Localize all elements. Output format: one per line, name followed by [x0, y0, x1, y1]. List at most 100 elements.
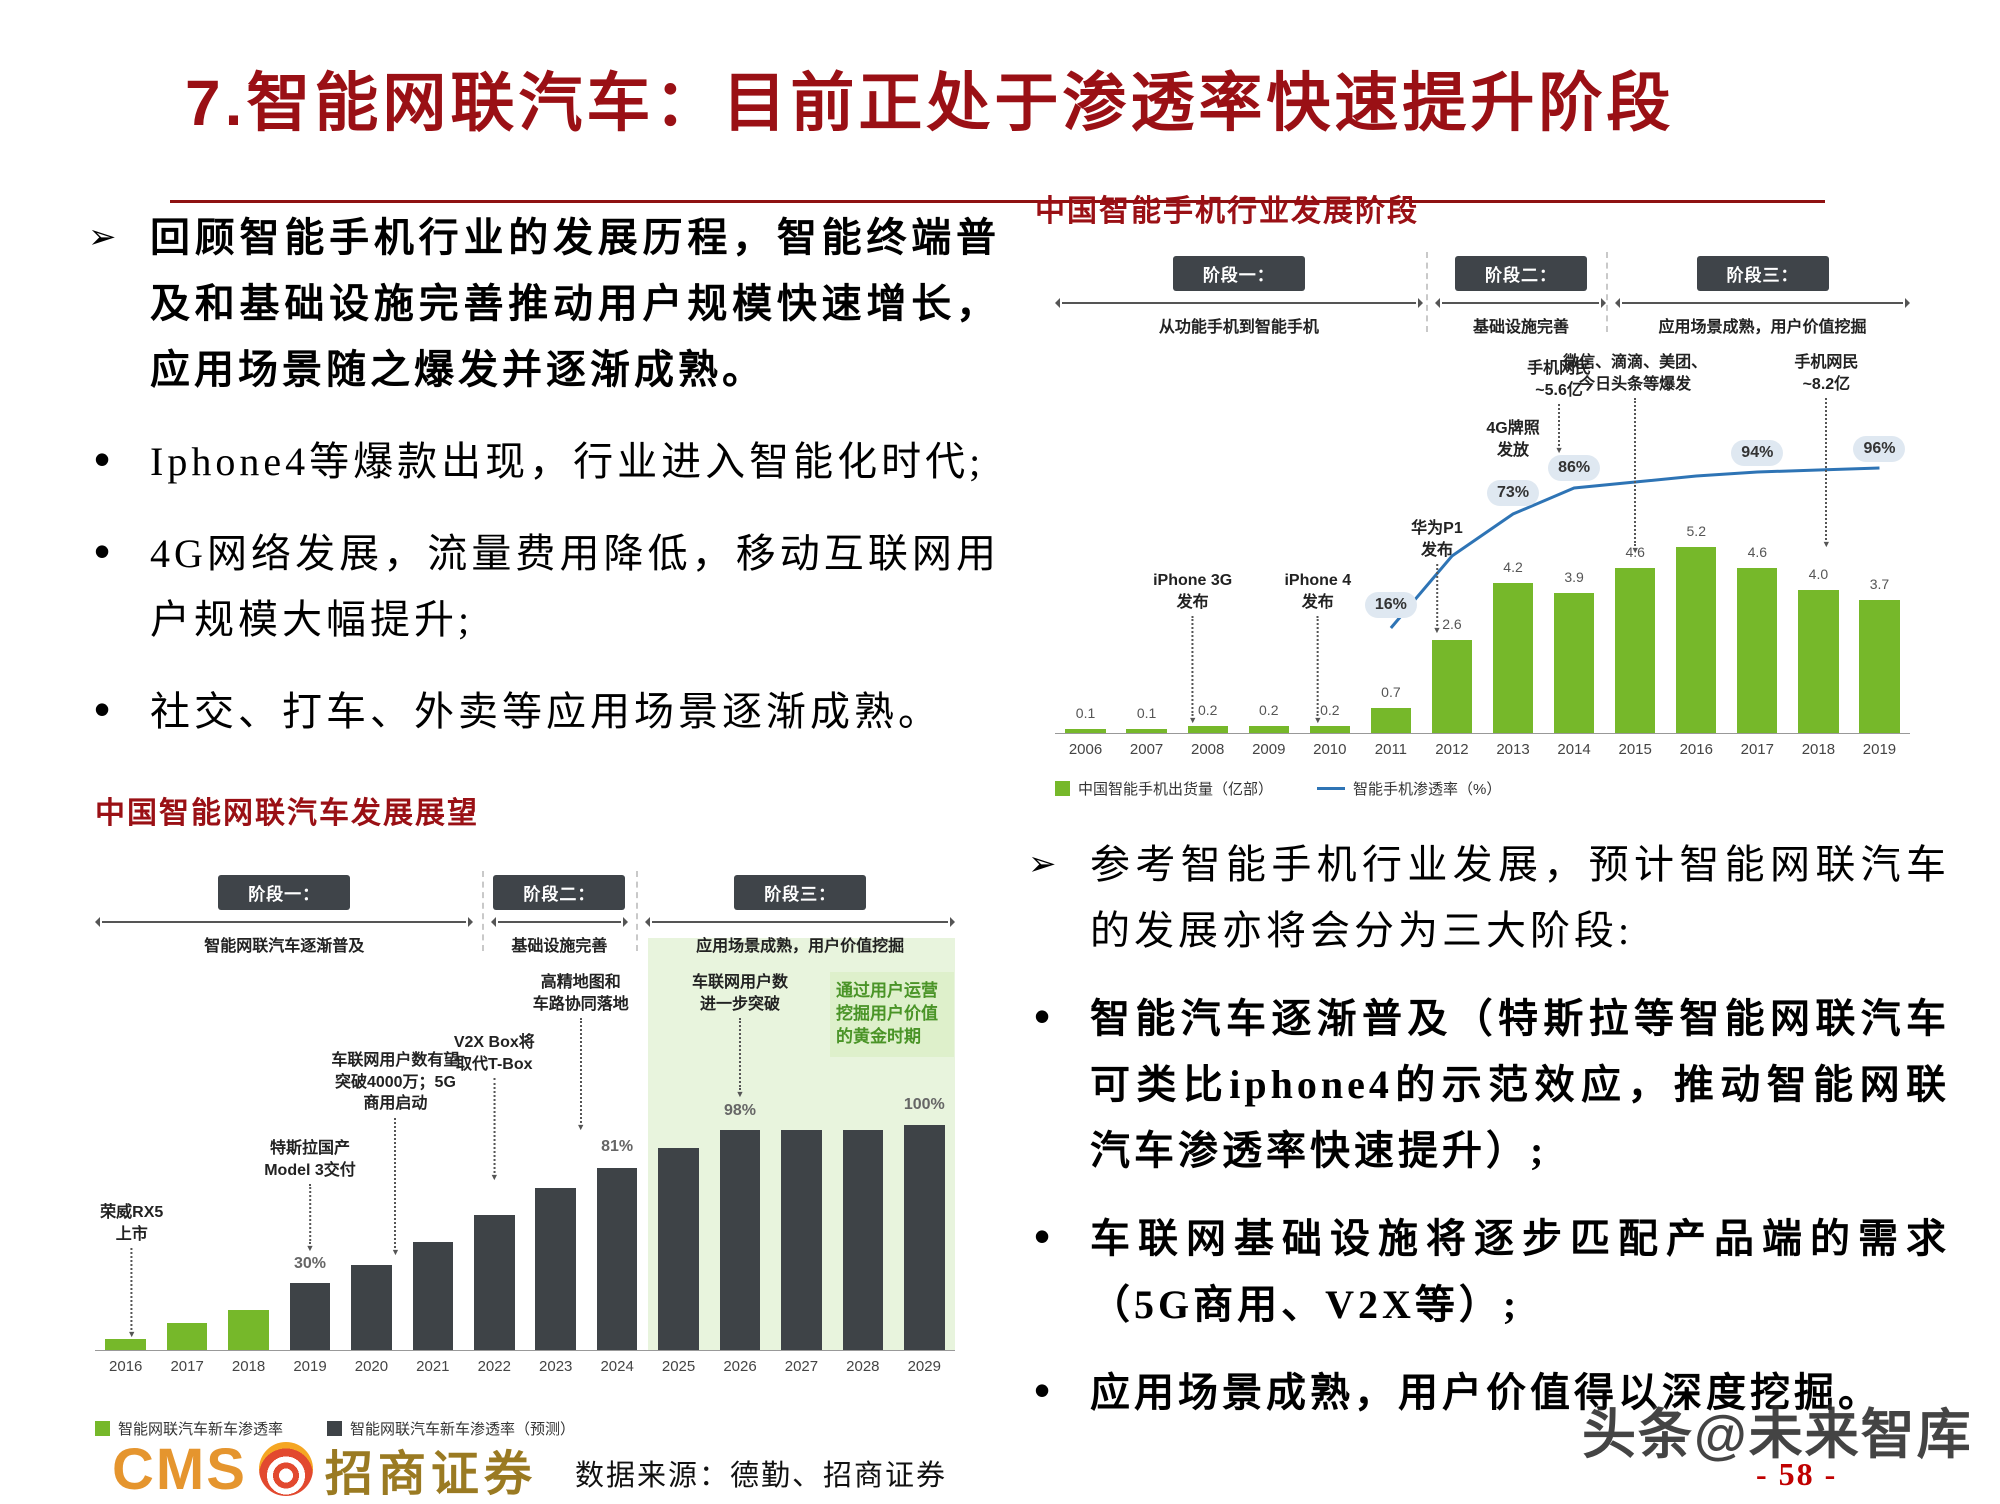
pct-label-2026: 98% [723, 1102, 757, 1119]
right-bullet-3-text: 应用场景成熟，用户价值得以深度挖掘。 [1090, 1370, 1882, 1415]
bar-2006 [1065, 729, 1106, 733]
bar-value-label: 3.9 [1564, 569, 1584, 586]
x-tick-2024: 2024 [600, 1358, 634, 1375]
annotation-arrowhead: ▼ [1554, 445, 1564, 456]
x-tick-2027: 2027 [784, 1358, 819, 1375]
stage-description: 应用场景成熟，用户价值挖掘 [1658, 319, 1867, 336]
annotation-arrow-line [1634, 398, 1637, 547]
legend-item-forecast: 智能网联汽车新车渗透率（预测） [327, 1418, 575, 1439]
stage-label: 阶段三： [1696, 256, 1829, 291]
pct-label-2013: 73% [1487, 480, 1540, 506]
bar-2016 [105, 1338, 146, 1350]
bar-value-label: 3.7 [1869, 576, 1890, 593]
bar-2008 [1187, 725, 1228, 733]
annotation: 车联网用户数有望 突破4000万；5G 商用启动 ▼ [331, 1050, 459, 1256]
annotation: 华为P1 发布 ▼ [1411, 518, 1463, 636]
left-bullet-3-text: 社交、打车、外卖等应用场景逐渐成熟。 [150, 689, 942, 734]
annotation-arrow-line [493, 1078, 496, 1174]
x-tick-2006: 2006 [1068, 741, 1103, 758]
left-bullet-2: • 4G网络发展，流量费用降低，移动互联网用户规模大幅提升; [88, 521, 1028, 653]
annotation-arrow-line [1558, 404, 1561, 447]
bar-2017 [1737, 568, 1778, 733]
cms-logo-text: CMS [112, 1436, 247, 1502]
smartphone-industry-chart: 中国智能手机出货量（亿部） 智能手机渗透率（%） 阶段一： 从功能手机到智能手机阶… [1030, 240, 1935, 820]
arrow-bullet-icon: ➢ [88, 218, 117, 256]
left-bullet-2-text: 4G网络发展，流量费用降低，移动互联网用户规模大幅提升; [150, 531, 1000, 642]
x-tick-2014: 2014 [1557, 741, 1591, 758]
stage-description: 基础设施完善 [511, 938, 608, 955]
bar-2011 [1370, 707, 1412, 733]
x-tick-2016: 2016 [1679, 741, 1713, 758]
x-tick-2013: 2013 [1496, 741, 1530, 758]
x-tick-2019: 2019 [293, 1358, 327, 1375]
stage-separator [1606, 252, 1609, 332]
x-axis [95, 1350, 955, 1351]
bar-2018 [1798, 589, 1839, 733]
right-text-block: ➢ 参考智能手机行业发展，预计智能网联汽车的发展亦将会分为三大阶段: • 智能汽… [1028, 832, 1978, 1448]
x-tick-2016: 2016 [109, 1358, 143, 1375]
stage-label: 阶段二： [1454, 256, 1587, 291]
stage-label: 阶段一： [1172, 256, 1305, 291]
annotation: 微信、滴滴、美团、 今日头条等爆发 ▼ [1563, 352, 1708, 555]
x-tick-2010: 2010 [1313, 741, 1347, 758]
data-source-note: 数据来源：德勤、招商证券 [575, 1460, 948, 1492]
dot-bullet-icon: • [94, 683, 111, 735]
stage-group: 阶段三： 应用场景成熟，用户价值挖掘 [645, 875, 955, 956]
annotation-arrowhead: ▼ [1821, 539, 1831, 550]
annotation-text: 微信、滴滴、美团、 今日头条等爆发 [1563, 354, 1708, 393]
annotation: V2X Box将 取代T-Box ▼ [454, 1032, 535, 1182]
annotation: 手机网民 ~5.6亿 ▼ [1527, 358, 1591, 456]
title-underline [170, 200, 1825, 203]
cms-logo-brand: 招商证券 [324, 1448, 537, 1501]
stage-label: 阶段三： [734, 875, 867, 910]
right-bullet-1-text: 智能汽车逐渐普及（特斯拉等智能网联汽车可类比iphone4的示范效应，推动智能网… [1090, 996, 1950, 1173]
annotation-arrow-line [1316, 616, 1319, 717]
x-tick-2021: 2021 [416, 1358, 450, 1375]
green-square-swatch [95, 1421, 110, 1436]
x-tick-2017: 2017 [1740, 741, 1774, 758]
legend-item-actual: 智能网联汽车新车渗透率 [95, 1418, 283, 1439]
right-bullet-3: • 应用场景成熟，用户价值得以深度挖掘。 [1028, 1360, 1978, 1426]
right-bullet-2-text: 车联网基础设施将逐步匹配产品端的需求（5G商用、V2X等）; [1090, 1216, 1950, 1327]
annotation-text: 车联网用户数 进一步突破 [691, 974, 789, 1013]
x-tick-2020: 2020 [354, 1358, 389, 1375]
dot-bullet-icon: • [94, 525, 111, 577]
annotation: 高精地图和 车路协同落地 ▼ [533, 972, 629, 1132]
x-tick-2017: 2017 [170, 1358, 204, 1375]
bar-2015 [1615, 568, 1656, 733]
left-bullet-1: • Iphone4等爆款出现，行业进入智能化时代; [88, 429, 1028, 495]
stage-group: 阶段一： 从功能手机到智能手机 [1055, 256, 1423, 337]
annotation: iPhone 3G 发布 ▼ [1153, 570, 1232, 725]
stage-group: 阶段二： 基础设施完善 [490, 875, 629, 956]
dot-bullet-icon: • [1034, 990, 1051, 1042]
bar-value-label: 4.2 [1503, 558, 1523, 575]
x-tick-2028: 2028 [846, 1358, 880, 1375]
bar-2019 [1859, 600, 1900, 733]
x-tick-2018: 2018 [231, 1358, 266, 1375]
annotation: 4G牌照 发放 [1486, 418, 1539, 461]
annotation-arrowhead: ▼ [1432, 625, 1442, 636]
stage-separator [636, 871, 639, 951]
bar-2025 [658, 1147, 699, 1350]
pct-label-2024: 81% [601, 1138, 634, 1155]
stage-label: 阶段二： [493, 875, 626, 910]
bar-value-label: 4.6 [1747, 544, 1768, 561]
bar-2013 [1492, 582, 1534, 733]
bar-2026 [719, 1129, 761, 1350]
bar-2027 [781, 1129, 822, 1350]
annotation-text: 特斯拉国产 Model 3交付 [264, 1140, 356, 1179]
bar-2023 [535, 1188, 576, 1350]
bar-2017 [166, 1323, 208, 1350]
x-tick-2023: 2023 [539, 1358, 573, 1375]
legend-item-shipments: 中国智能手机出货量（亿部） [1055, 778, 1273, 799]
bar-2010 [1309, 725, 1350, 733]
legend-label-penetration: 智能手机渗透率（%） [1353, 781, 1502, 798]
stage-description: 智能网联汽车逐渐普及 [204, 938, 365, 955]
dot-bullet-icon: • [1034, 1364, 1051, 1416]
x-tick-2029: 2029 [907, 1358, 941, 1375]
annotation-arrow-line [738, 1018, 741, 1091]
bar-value-label: 0.1 [1136, 705, 1157, 722]
annotation-arrow-line [1435, 564, 1438, 627]
bar-2019 [289, 1282, 331, 1350]
bar-2028 [842, 1129, 884, 1350]
